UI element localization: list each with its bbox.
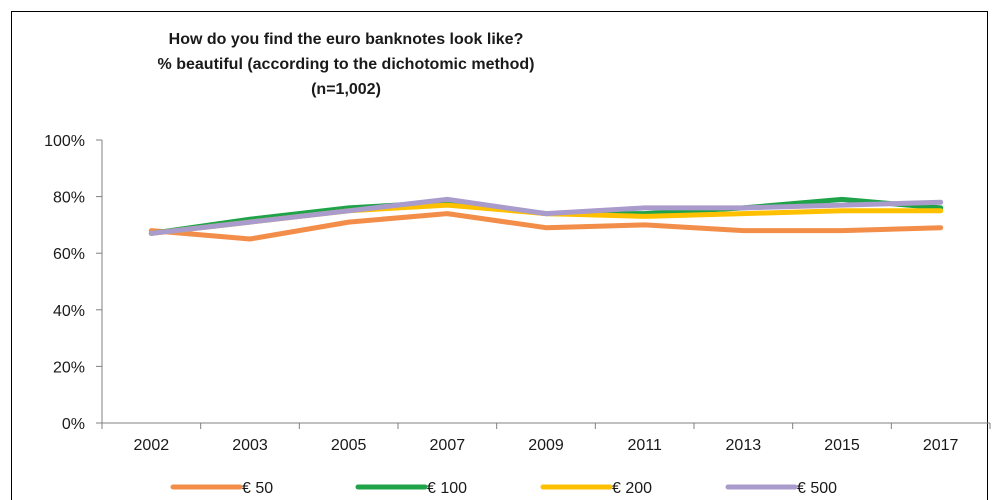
legend-label: € 500 xyxy=(797,480,837,497)
legend-label: € 200 xyxy=(612,480,652,497)
axes: 0% 20% 40% 60% 80% 100% 2002 2003 2005 2007 2009 20… xyxy=(44,133,991,454)
chart-title: How do you find the euro banknotes look … xyxy=(158,31,535,98)
series-line-eur-50 xyxy=(148,211,944,242)
x-tick-label: 2009 xyxy=(528,437,564,454)
x-tick-label: 2007 xyxy=(430,437,466,454)
x-tick-label: 2003 xyxy=(232,437,268,454)
y-tick-label: 60% xyxy=(53,246,85,263)
chart-title-line-3: (n=1,002) xyxy=(311,81,381,98)
y-tick-label: 0% xyxy=(62,416,85,433)
x-tick-label: 2013 xyxy=(726,437,762,454)
series-line-eur-500 xyxy=(148,196,944,236)
chart-title-line-1: How do you find the euro banknotes look … xyxy=(169,31,524,48)
x-tick-label: 2015 xyxy=(824,437,860,454)
x-tick-label: 2017 xyxy=(923,437,959,454)
x-tick-label: 2005 xyxy=(331,437,367,454)
y-tick-label: 80% xyxy=(53,190,85,207)
x-tick-label: 2002 xyxy=(134,437,170,454)
y-tick-label: 20% xyxy=(53,359,85,376)
x-tick-label: 2011 xyxy=(627,437,662,454)
legend-label: € 100 xyxy=(427,480,467,497)
chart-frame xyxy=(11,11,988,500)
chart-title-line-2: % beautiful (according to the dichotomic… xyxy=(158,56,535,73)
legend: € 50 € 100 € 200 € 500 xyxy=(170,480,837,497)
series-layer xyxy=(148,196,944,242)
y-tick-label: 40% xyxy=(53,303,85,320)
y-tick-label: 100% xyxy=(44,133,85,150)
legend-label: € 50 xyxy=(242,480,273,497)
